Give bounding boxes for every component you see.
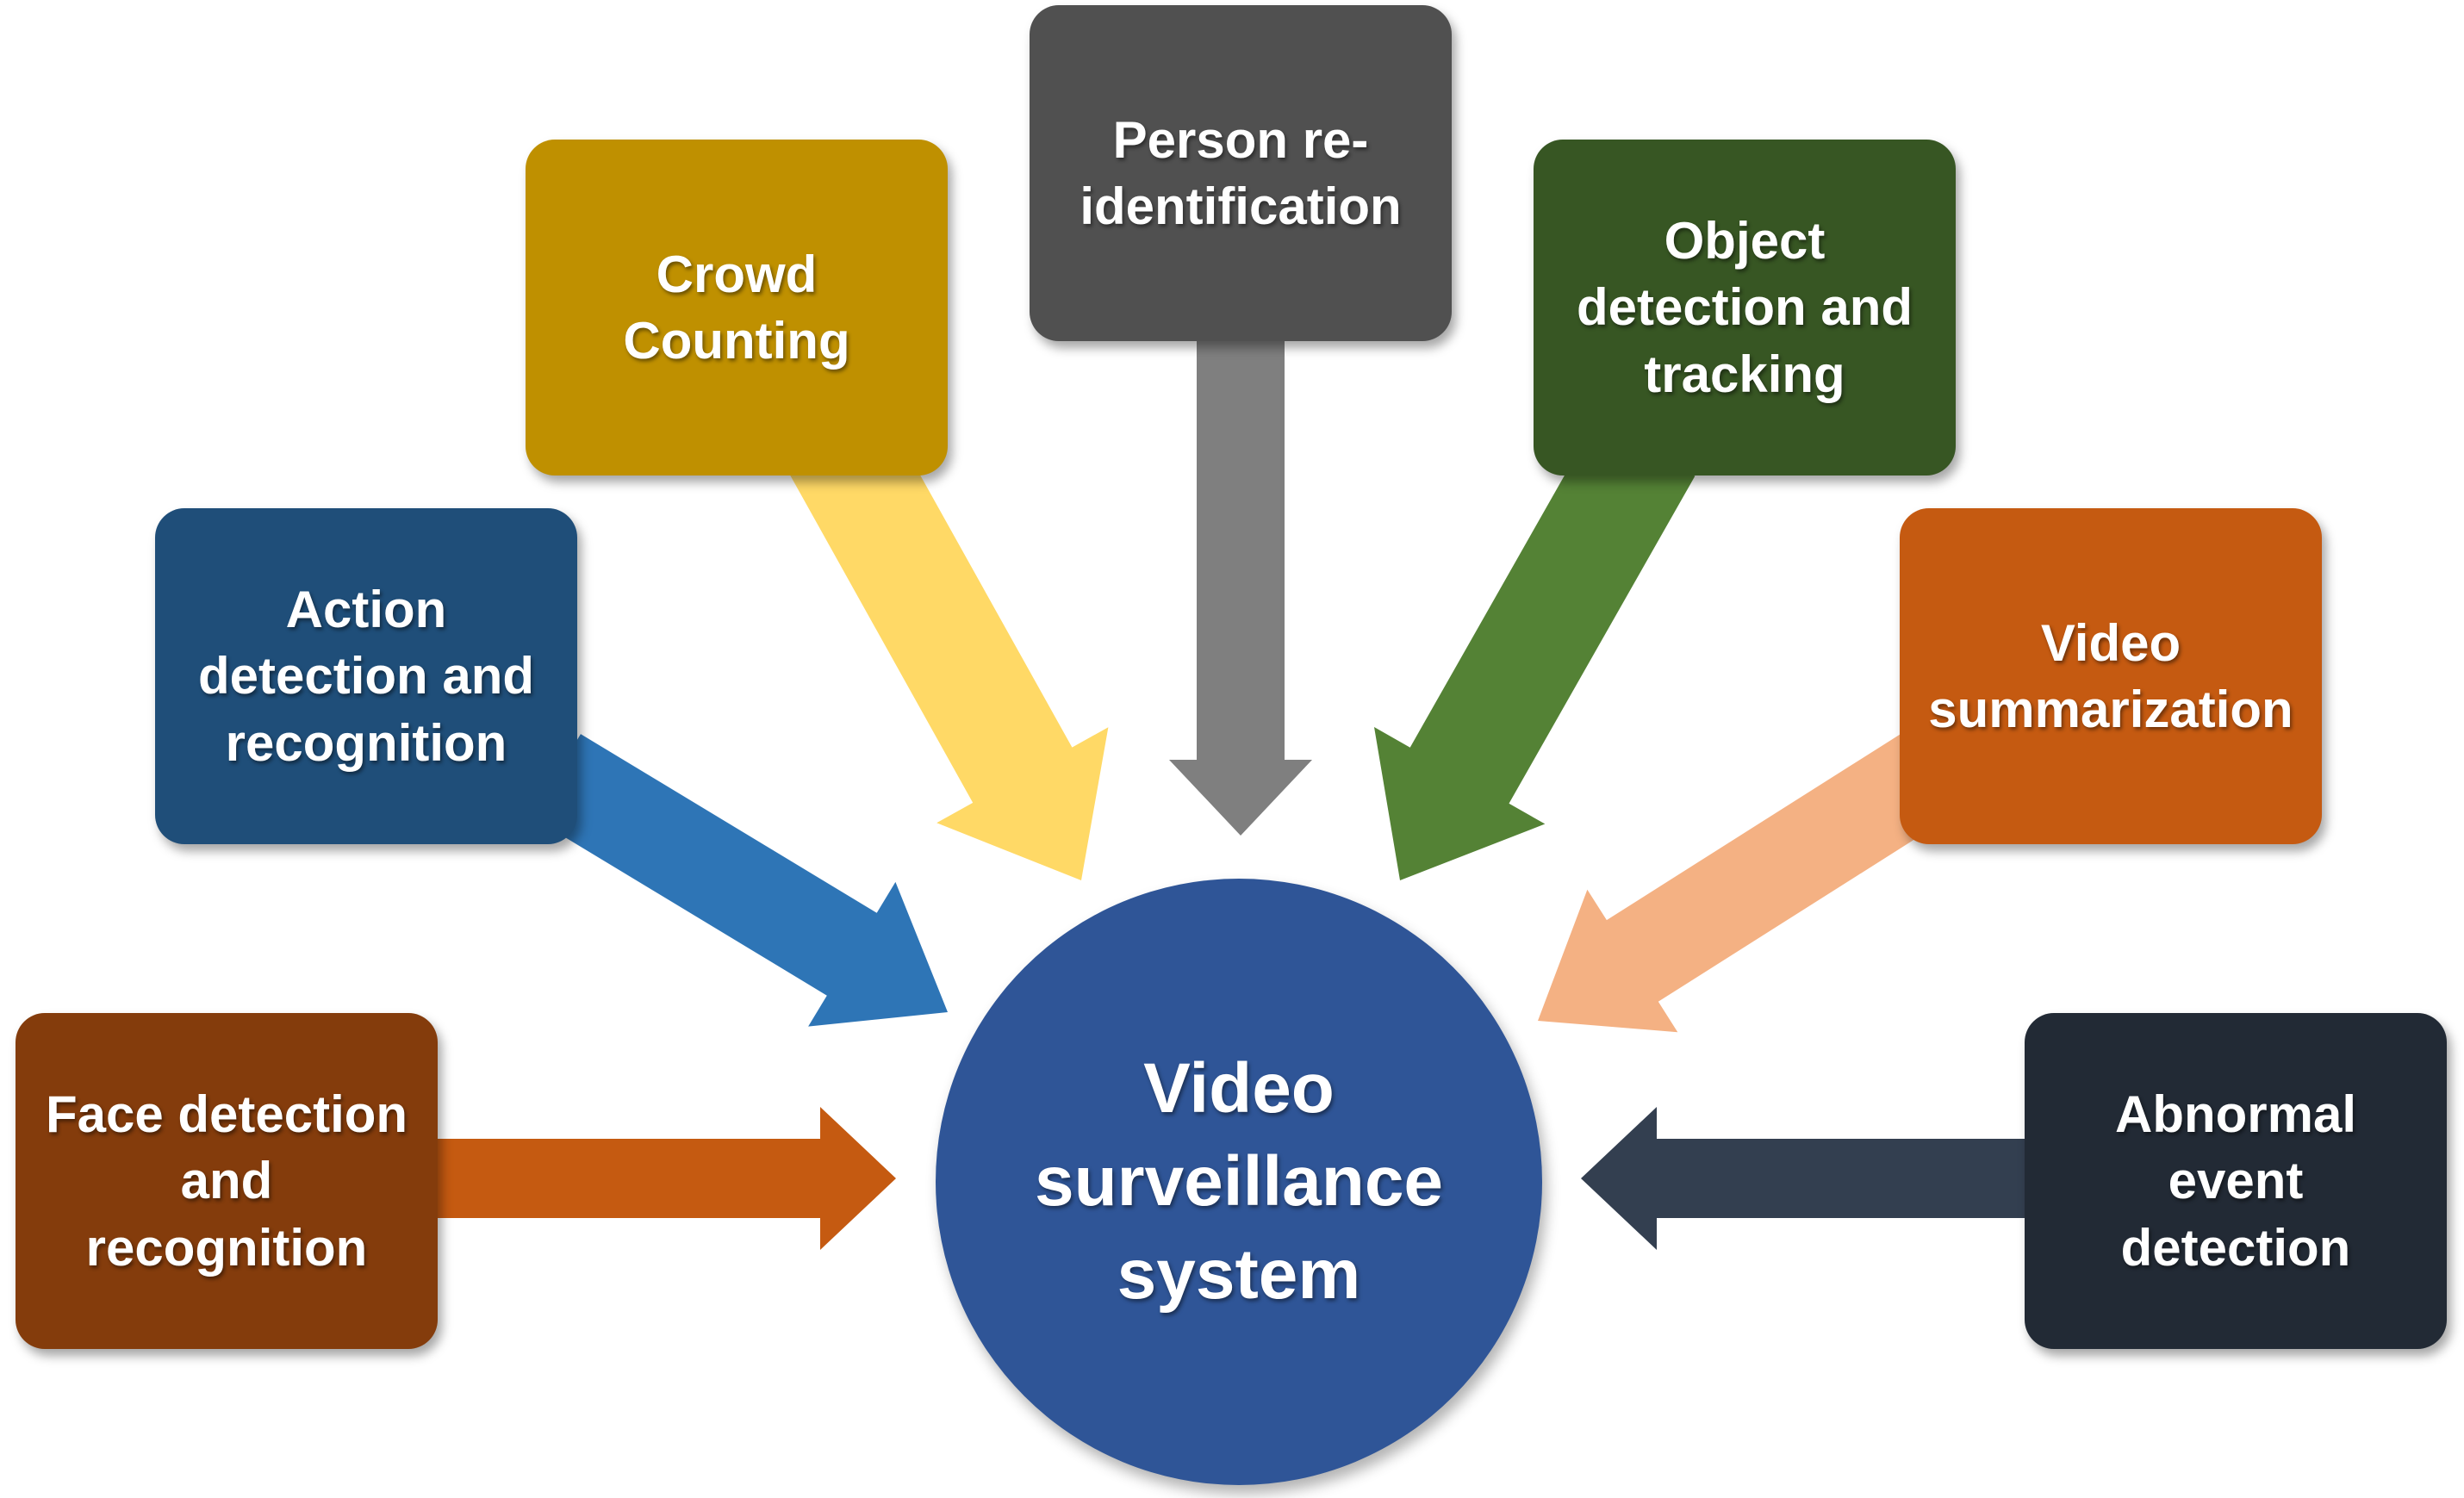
video-summarization-label: Video summarization xyxy=(1928,613,2293,738)
object-detection-label: Object detection and tracking xyxy=(1576,211,1913,403)
action-detection-label: Action detection and recognition xyxy=(197,580,535,772)
action-detection-box: Action detection and recognition xyxy=(155,508,577,844)
abnormal-event-box: Abnormal event detection xyxy=(2025,1013,2447,1349)
object-detection-box: Object detection and tracking xyxy=(1534,140,1956,476)
center-label: Video surveillance system xyxy=(1034,1048,1444,1315)
center-circle: Video surveillance system xyxy=(936,879,1542,1485)
video-summarization-box: Video summarization xyxy=(1900,508,2322,844)
arrow-person xyxy=(1169,336,1312,836)
arrow-face xyxy=(435,1107,896,1250)
arrow-abnormal xyxy=(1581,1107,2033,1250)
crowd-counting-label: Crowd Counting xyxy=(623,245,850,370)
arrow-action xyxy=(531,734,948,1027)
person-reidentification-box: Person re- identification xyxy=(1030,5,1452,341)
arrow-crowd xyxy=(790,420,1109,880)
abnormal-event-label: Abnormal event detection xyxy=(2114,1085,2357,1277)
arrow-object xyxy=(1374,420,1696,880)
crowd-counting-box: Crowd Counting xyxy=(526,140,948,476)
face-detection-label: Face detection and recognition xyxy=(45,1085,408,1277)
face-detection-box: Face detection and recognition xyxy=(16,1013,438,1349)
person-reidentification-label: Person re- identification xyxy=(1080,111,1402,236)
arrow-summary xyxy=(1538,734,1951,1033)
